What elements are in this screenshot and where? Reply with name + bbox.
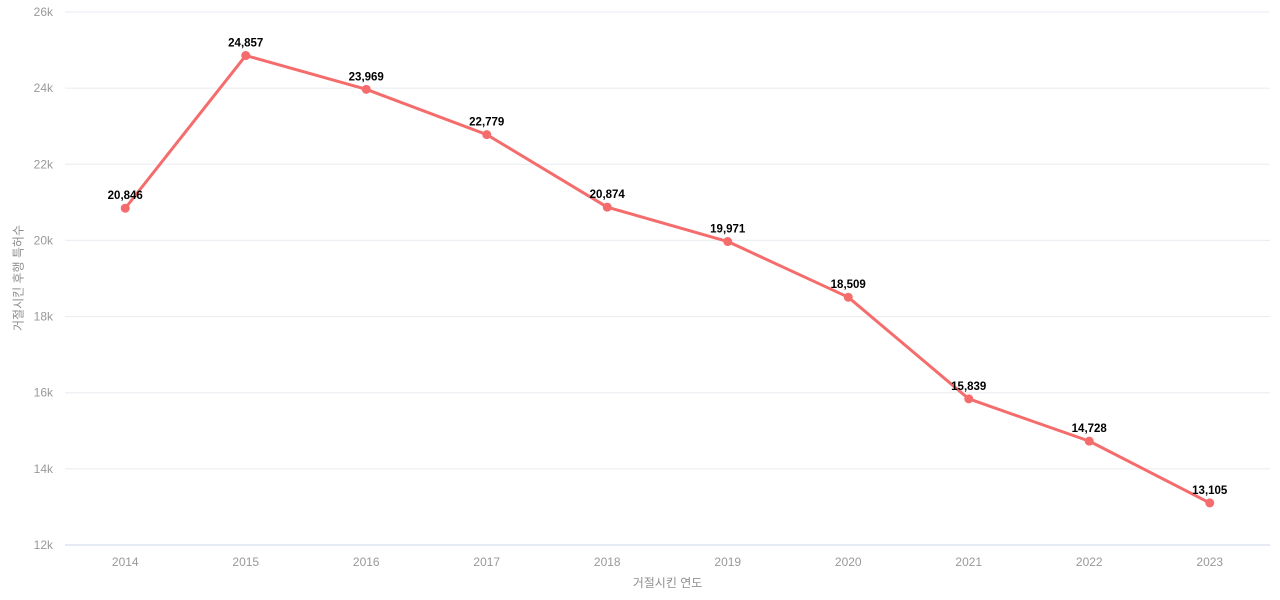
data-point[interactable] xyxy=(1205,498,1215,508)
y-axis-title: 거절시킨 후행 특허수 xyxy=(11,224,26,332)
data-point-label: 20,874 xyxy=(590,189,626,201)
data-point[interactable] xyxy=(120,203,130,213)
data-point-label: 22,779 xyxy=(469,117,504,129)
y-tick-label: 18k xyxy=(34,310,54,324)
data-point[interactable] xyxy=(964,394,974,404)
x-tick-label: 2019 xyxy=(714,555,741,569)
y-tick-label: 20k xyxy=(34,233,54,247)
data-point[interactable] xyxy=(361,84,371,94)
data-point-label: 14,728 xyxy=(1072,423,1108,435)
x-tick-label: 2017 xyxy=(473,555,500,569)
x-tick-label: 2016 xyxy=(353,555,380,569)
data-point[interactable] xyxy=(602,202,612,212)
y-tick-label: 26k xyxy=(34,5,54,19)
data-point-label: 19,971 xyxy=(710,224,746,236)
x-tick-label: 2018 xyxy=(594,555,621,569)
data-point-label: 20,846 xyxy=(108,190,143,202)
x-tick-label: 2021 xyxy=(955,555,982,569)
y-tick-label: 14k xyxy=(34,462,54,476)
x-tick-label: 2014 xyxy=(112,555,139,569)
y-tick-label: 12k xyxy=(34,538,54,552)
x-tick-label: 2022 xyxy=(1076,555,1103,569)
trend-line xyxy=(123,54,1212,505)
data-point-label: 15,839 xyxy=(951,381,986,393)
data-point[interactable] xyxy=(241,51,251,61)
data-point[interactable] xyxy=(482,130,492,140)
y-tick-label: 22k xyxy=(34,157,54,171)
y-tick-label: 24k xyxy=(34,81,54,95)
x-tick-label: 2023 xyxy=(1196,555,1223,569)
data-point-label: 24,857 xyxy=(228,38,263,50)
data-point[interactable] xyxy=(1084,436,1094,446)
y-tick-label: 16k xyxy=(34,386,54,400)
x-tick-label: 2020 xyxy=(835,555,862,569)
data-point-label: 13,105 xyxy=(1192,485,1228,497)
data-point[interactable] xyxy=(723,237,733,247)
x-tick-label: 2015 xyxy=(232,555,259,569)
data-point-label: 23,969 xyxy=(349,71,384,83)
x-axis-title: 거절시킨 연도 xyxy=(632,576,703,590)
data-point[interactable] xyxy=(843,292,853,302)
data-point-label: 18,509 xyxy=(831,279,866,291)
